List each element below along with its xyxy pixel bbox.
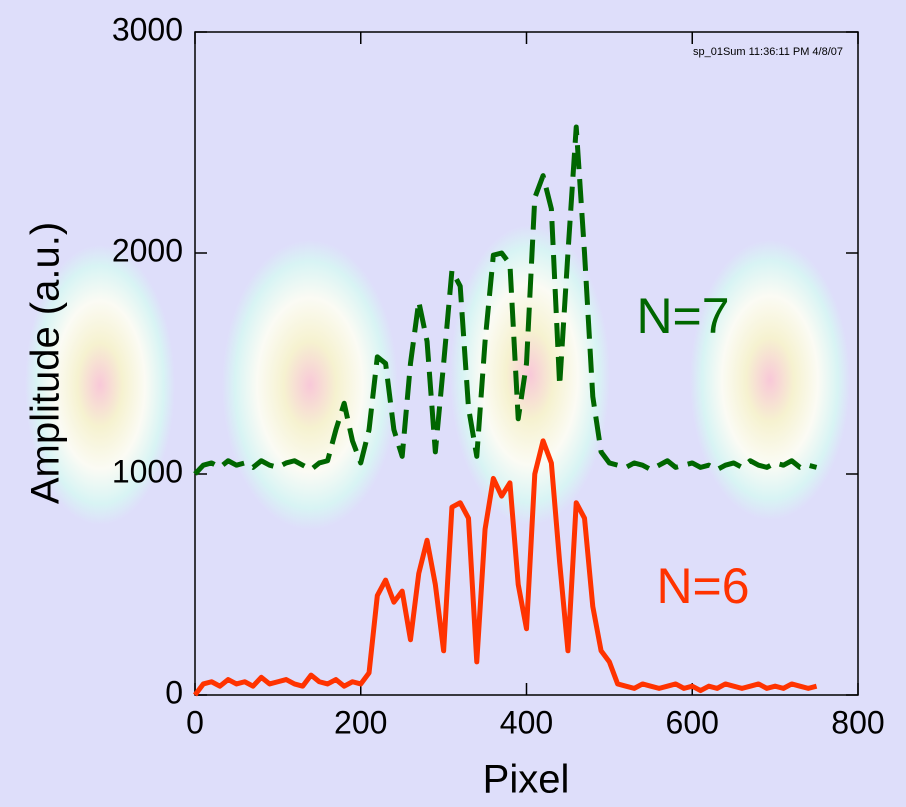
x-tick-label: 0: [186, 704, 204, 740]
x-tick-label: 200: [334, 704, 387, 740]
chart: sp_01Sum 11:36:11 PM 4/8/07 N=7 N=6 Pixe…: [0, 0, 906, 807]
y-tick-label: 2000: [112, 232, 183, 268]
stamp: sp_01Sum 11:36:11 PM 4/8/07: [693, 46, 843, 58]
y-tick-label: 0: [165, 674, 183, 710]
annotation: N=6: [656, 558, 749, 614]
y-tick-label: 3000: [112, 11, 183, 47]
x-axis-label: Pixel: [483, 758, 570, 802]
x-tick-label: 600: [666, 704, 719, 740]
blob: [690, 240, 850, 520]
annotation: N=7: [636, 288, 729, 344]
x-tick-label: 800: [831, 704, 884, 740]
blob: [222, 240, 398, 530]
x-tick-label: 400: [500, 704, 553, 740]
page: sp_01Sum 11:36:11 PM 4/8/07 N=7 N=6 Pixe…: [0, 0, 906, 807]
y-axis-label: Amplitude (a.u.): [24, 222, 68, 504]
y-tick-label: 1000: [112, 453, 183, 489]
